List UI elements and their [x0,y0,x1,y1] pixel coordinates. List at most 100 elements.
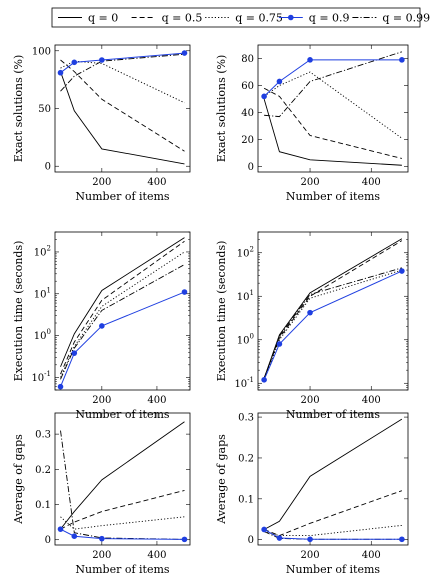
chart-panel: 0 0.1 0.2 0.3 200 400 Number of items Average o… [215,412,409,576]
y-tick-label: 102 [237,245,254,259]
legend-marker [288,14,294,21]
series-line [60,251,185,378]
y-tick-label: 50 [38,104,51,115]
series-line [263,529,402,540]
series-line [60,528,185,540]
series-line [263,71,403,139]
y-tick-label: 0.2 [35,465,51,476]
y-tick-label: 100 [34,328,51,342]
legend-label: q = 0.5 [162,12,203,25]
legend-box [51,7,421,28]
x-tick-label: 400 [147,177,166,188]
x-axis-label: Number of items [75,190,170,203]
y-tick-label: 0.2 [238,453,254,464]
y-tick-label: 0.1 [238,494,254,505]
y-tick-label: 0.3 [35,430,51,441]
series-line [263,238,403,379]
x-tick-label: 400 [147,550,166,561]
x-tick-label: 400 [362,550,381,561]
y-tick-label: 0.3 [238,413,254,424]
data-point [99,323,105,329]
series-line [60,52,185,74]
series-line [60,59,185,152]
data-point [181,50,188,56]
y-tick-label: 0 [45,162,51,173]
x-tick-label: 400 [362,177,381,188]
series-line [263,418,403,530]
x-tick-label: 200 [92,177,111,188]
data-point [57,69,64,76]
data-point [71,533,78,539]
series-line [264,524,402,537]
plot-frame [54,44,191,173]
x-tick-label: 400 [362,395,381,406]
chart-panel: 0 20 40 60 80 200 400 Number of items Exact solu… [215,44,409,203]
series-line [263,490,403,537]
plot-frame [257,412,409,546]
y-tick-label: 10-1 [31,370,51,384]
series-line [263,270,403,381]
x-axis-label: Number of items [286,190,381,203]
plot-frame [54,412,191,546]
series-line [60,237,185,367]
series-line [60,421,185,530]
series-line [263,59,402,97]
series-line [60,71,185,165]
y-tick-label: 101 [34,286,51,300]
y-tick-label: 101 [237,289,254,303]
series-line [264,51,403,118]
data-point [261,377,267,383]
y-axis-label: Average of gaps [215,434,228,525]
x-tick-label: 200 [92,550,111,561]
x-tick-label: 200 [92,395,111,406]
series-line [263,98,402,166]
chart-panel: 0 0.1 0.2 0.3 200 400 Number of items Average o… [12,412,191,576]
y-tick-label: 100 [32,46,51,57]
legend-label: q = 0.9 [309,12,350,25]
y-tick-label: 40 [241,108,254,119]
data-point [99,57,105,63]
legend-label: q = 0 [88,12,118,25]
legend: q = 0 q = 0.5 q = 0.75 q = 0.9 q = 0.99 [51,7,430,28]
y-axis-label: Average of gaps [12,434,25,525]
series-line [60,291,185,387]
data-point [399,536,405,543]
legend-label: q = 0.75 [235,12,283,25]
series-line [60,490,185,530]
data-point [307,536,313,543]
plot-frame [257,231,409,391]
data-point [276,535,283,541]
y-tick-label: 80 [241,54,254,65]
data-point [181,536,188,543]
data-point [276,341,283,347]
legend-label: q = 0.99 [382,12,430,25]
data-point [307,309,313,316]
y-tick-label: 100 [237,332,254,346]
series-line [60,60,185,104]
data-point [261,526,267,533]
y-axis-label: Exact solutions (%) [215,55,228,163]
y-tick-label: 0 [248,162,254,173]
data-point [276,78,283,85]
y-tick-label: 0.1 [35,500,51,511]
x-tick-label: 400 [147,395,166,406]
chart-panel: 10-1 100 101 102 200 400 Number of items Execut… [12,231,191,421]
plot-frame [54,231,191,391]
data-point [399,57,405,63]
data-point [399,268,405,274]
chart-panel: 10-1 100 101 102 200 400 Number of items Execut… [215,231,409,421]
x-axis-label: Number of items [286,563,381,576]
series-line [60,430,185,540]
x-tick-label: 200 [300,177,319,188]
data-point [307,57,313,63]
x-tick-label: 200 [300,550,319,561]
plot-frame [257,44,409,173]
y-tick-label: 102 [34,244,51,258]
series-line [263,87,402,159]
data-point [99,535,105,542]
x-axis-label: Number of items [286,408,381,421]
y-axis-label: Execution time (seconds) [12,241,25,382]
data-point [57,383,64,390]
